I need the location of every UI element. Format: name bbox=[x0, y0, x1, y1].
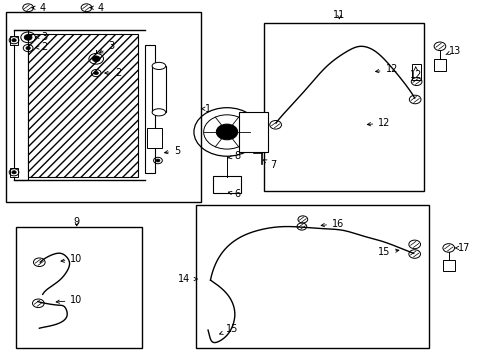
Text: 3: 3 bbox=[99, 41, 114, 53]
Text: 10: 10 bbox=[56, 296, 82, 305]
Text: 7: 7 bbox=[263, 160, 275, 170]
Bar bbox=[213, 176, 240, 193]
Bar bbox=[442, 260, 454, 271]
Ellipse shape bbox=[152, 109, 165, 116]
Text: 4: 4 bbox=[90, 3, 103, 13]
Text: 12: 12 bbox=[409, 67, 421, 80]
Text: 11: 11 bbox=[332, 10, 345, 20]
Circle shape bbox=[92, 56, 100, 62]
Circle shape bbox=[156, 159, 160, 162]
Circle shape bbox=[223, 129, 230, 135]
Text: 13: 13 bbox=[445, 46, 460, 56]
Bar bbox=[144, 45, 154, 173]
Bar bbox=[10, 36, 19, 45]
Text: 2: 2 bbox=[104, 68, 122, 78]
Bar bbox=[196, 205, 428, 348]
Bar bbox=[147, 129, 162, 148]
Bar bbox=[152, 66, 165, 112]
Bar bbox=[6, 12, 201, 202]
Circle shape bbox=[12, 171, 16, 174]
Circle shape bbox=[24, 35, 32, 40]
Text: 14: 14 bbox=[178, 274, 197, 284]
Ellipse shape bbox=[152, 62, 165, 69]
Circle shape bbox=[12, 39, 16, 42]
Bar bbox=[264, 23, 424, 191]
Circle shape bbox=[216, 124, 237, 140]
Text: 15: 15 bbox=[377, 247, 398, 257]
Text: 3: 3 bbox=[36, 32, 48, 42]
Bar bbox=[10, 168, 19, 176]
Bar bbox=[16, 226, 142, 348]
Text: 6: 6 bbox=[228, 189, 241, 199]
Text: 2: 2 bbox=[36, 42, 48, 52]
Bar bbox=[28, 34, 137, 176]
Text: 9: 9 bbox=[74, 217, 80, 227]
Circle shape bbox=[94, 71, 98, 75]
Text: 17: 17 bbox=[454, 243, 469, 253]
Text: 16: 16 bbox=[321, 219, 344, 229]
Text: 4: 4 bbox=[32, 3, 45, 13]
Text: 10: 10 bbox=[61, 255, 82, 264]
Bar bbox=[411, 64, 420, 80]
Bar bbox=[433, 59, 445, 71]
Text: 1: 1 bbox=[201, 104, 210, 114]
Text: 12: 12 bbox=[366, 118, 390, 128]
Text: 15: 15 bbox=[219, 324, 238, 334]
Circle shape bbox=[26, 46, 30, 50]
Bar bbox=[14, 30, 28, 180]
Text: 8: 8 bbox=[228, 151, 241, 161]
Text: 12: 12 bbox=[375, 64, 397, 75]
Text: 5: 5 bbox=[164, 145, 180, 156]
Bar bbox=[239, 112, 268, 152]
